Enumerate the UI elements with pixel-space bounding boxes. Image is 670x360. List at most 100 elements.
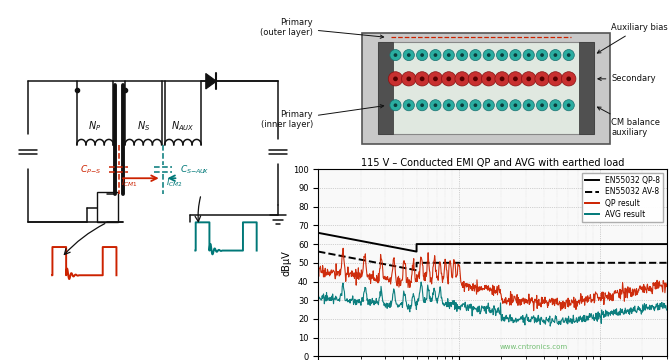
- Circle shape: [407, 53, 411, 57]
- Bar: [580, 42, 594, 134]
- Circle shape: [460, 76, 464, 81]
- Circle shape: [540, 53, 544, 57]
- Circle shape: [460, 53, 464, 57]
- Circle shape: [500, 76, 505, 81]
- Title: 115 V – Conducted EMI QP and AVG with earthed load: 115 V – Conducted EMI QP and AVG with ea…: [360, 158, 624, 168]
- Bar: [378, 42, 393, 134]
- Circle shape: [496, 50, 508, 60]
- Circle shape: [527, 76, 531, 81]
- Circle shape: [470, 100, 481, 111]
- Circle shape: [428, 72, 443, 86]
- Circle shape: [456, 100, 468, 111]
- Circle shape: [563, 100, 574, 111]
- Circle shape: [390, 100, 401, 111]
- Text: Auxiliary bias: Auxiliary bias: [598, 23, 668, 53]
- Circle shape: [470, 50, 481, 60]
- Circle shape: [513, 53, 517, 57]
- Circle shape: [553, 103, 557, 107]
- Circle shape: [513, 103, 517, 107]
- Circle shape: [500, 53, 504, 57]
- Circle shape: [415, 72, 429, 86]
- Circle shape: [447, 103, 451, 107]
- Circle shape: [550, 100, 561, 111]
- Circle shape: [403, 100, 414, 111]
- Circle shape: [419, 76, 425, 81]
- Circle shape: [442, 72, 456, 86]
- Circle shape: [447, 53, 451, 57]
- Circle shape: [521, 72, 536, 86]
- Text: www.cntronics.com: www.cntronics.com: [500, 344, 568, 350]
- Text: $I_{CM1}$: $I_{CM1}$: [121, 177, 138, 189]
- Circle shape: [561, 72, 576, 86]
- Circle shape: [393, 103, 397, 107]
- Circle shape: [539, 76, 545, 81]
- Circle shape: [443, 100, 454, 111]
- Circle shape: [553, 53, 557, 57]
- Circle shape: [527, 53, 531, 57]
- Circle shape: [433, 103, 438, 107]
- Circle shape: [403, 50, 414, 60]
- Circle shape: [540, 103, 544, 107]
- Text: $N_S$: $N_S$: [137, 119, 150, 132]
- Circle shape: [567, 53, 571, 57]
- Circle shape: [446, 76, 451, 81]
- Text: $N_P$: $N_P$: [88, 119, 102, 132]
- Circle shape: [430, 100, 441, 111]
- Circle shape: [468, 72, 482, 86]
- Circle shape: [473, 76, 478, 81]
- Circle shape: [496, 100, 508, 111]
- Text: CM balance
auxiliary: CM balance auxiliary: [598, 107, 661, 138]
- Circle shape: [483, 100, 494, 111]
- Circle shape: [482, 72, 496, 86]
- Circle shape: [495, 72, 509, 86]
- Polygon shape: [206, 73, 216, 89]
- Circle shape: [393, 76, 398, 81]
- Circle shape: [433, 53, 438, 57]
- Circle shape: [523, 50, 535, 60]
- Circle shape: [510, 50, 521, 60]
- Bar: [378, 42, 594, 134]
- Circle shape: [389, 72, 403, 86]
- Bar: [96, 192, 118, 222]
- Circle shape: [535, 72, 549, 86]
- Circle shape: [567, 103, 571, 107]
- Circle shape: [523, 100, 535, 111]
- Circle shape: [550, 50, 561, 60]
- Circle shape: [390, 50, 401, 60]
- Bar: [362, 33, 610, 144]
- Text: $N_{AUX}$: $N_{AUX}$: [171, 119, 195, 132]
- Circle shape: [393, 53, 397, 57]
- Circle shape: [433, 76, 438, 81]
- Circle shape: [474, 103, 477, 107]
- Circle shape: [474, 53, 477, 57]
- Text: Primary
(inner layer): Primary (inner layer): [261, 105, 384, 130]
- Y-axis label: dBμV: dBμV: [281, 250, 291, 276]
- Circle shape: [553, 76, 558, 81]
- Circle shape: [566, 76, 571, 81]
- Text: $C_{P\!-\!S}$: $C_{P\!-\!S}$: [80, 163, 102, 176]
- Text: Primary
(outer layer): Primary (outer layer): [260, 18, 384, 38]
- Circle shape: [527, 103, 531, 107]
- Circle shape: [513, 76, 518, 81]
- Circle shape: [460, 103, 464, 107]
- Circle shape: [417, 100, 427, 111]
- Circle shape: [500, 103, 504, 107]
- Text: Secondary: Secondary: [598, 75, 656, 84]
- Circle shape: [548, 72, 563, 86]
- Circle shape: [420, 53, 424, 57]
- Circle shape: [430, 50, 441, 60]
- Circle shape: [483, 50, 494, 60]
- Circle shape: [487, 103, 490, 107]
- Circle shape: [537, 100, 547, 111]
- Circle shape: [417, 50, 427, 60]
- Circle shape: [510, 100, 521, 111]
- Circle shape: [420, 103, 424, 107]
- Text: $C_{S\!-\!A\!U\!X}$: $C_{S\!-\!A\!U\!X}$: [180, 163, 209, 176]
- Circle shape: [537, 50, 547, 60]
- Legend: EN55032 QP-8, EN55032 AV-8, QP result, AVG result: EN55032 QP-8, EN55032 AV-8, QP result, A…: [582, 173, 663, 222]
- Text: $I_{CM2}$: $I_{CM2}$: [165, 177, 182, 189]
- Circle shape: [487, 53, 490, 57]
- Circle shape: [455, 72, 469, 86]
- Circle shape: [407, 76, 411, 81]
- Circle shape: [486, 76, 491, 81]
